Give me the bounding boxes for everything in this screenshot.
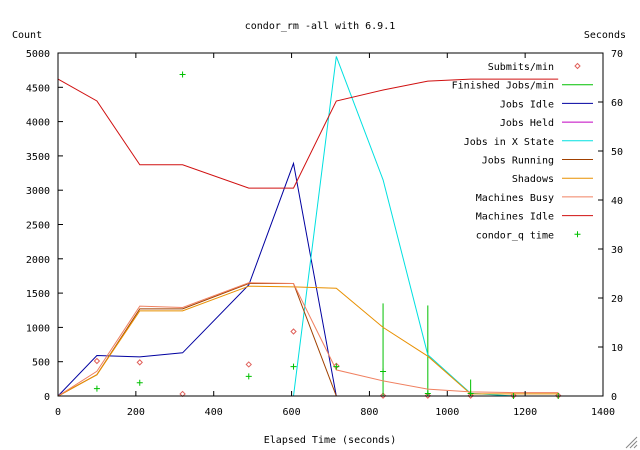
y-right-tick-label: 40 [611, 196, 623, 207]
legend-label: Jobs Held [500, 118, 554, 129]
legend-label: Jobs Running [482, 156, 554, 167]
legend-label: Jobs Idle [500, 99, 554, 110]
series-jobs-running [57, 283, 559, 397]
legend: Submits/min Finished Jobs/min Jobs Idle Job… [452, 62, 593, 241]
data-point-diamond [245, 361, 252, 368]
data-point-plus [245, 373, 252, 380]
x-tick-label: 400 [205, 407, 223, 418]
chart-title: condor_rm -all with 6.9.1 [245, 21, 396, 32]
legend-label: Shadows [512, 174, 554, 185]
series-line [57, 282, 559, 397]
series-machines-idle [57, 78, 559, 189]
data-point-plus [93, 385, 100, 392]
legend-label: Submits/min [488, 62, 554, 73]
y-left-tick-label: 2000 [26, 255, 50, 266]
data-point-plus [333, 363, 340, 370]
legend-label: condor_q time [476, 230, 554, 241]
legend-label: Jobs in X State [464, 137, 554, 148]
x-tick-label: 0 [55, 407, 61, 418]
legend-label: Machines Busy [476, 193, 554, 204]
y-axis-left-label: Count [12, 30, 42, 41]
data-point-plus [136, 379, 143, 386]
data-point-diamond [424, 392, 432, 399]
series-line [57, 285, 559, 397]
legend-label: Machines Idle [476, 212, 554, 223]
data-point-diamond [467, 392, 474, 399]
y-right-tick-label: 20 [611, 294, 623, 305]
x-tick-label: 1200 [513, 407, 537, 418]
data-point-plus [574, 231, 581, 238]
series-line [57, 78, 559, 189]
y-right-tick-label: 10 [611, 343, 623, 354]
y-right-tick-label: 60 [611, 98, 623, 109]
series-line [58, 56, 559, 397]
data-point-plus [290, 363, 297, 370]
y-right-tick-label: 30 [611, 245, 623, 256]
y-left-tick-label: 1500 [26, 289, 50, 300]
y-left-tick-label: 4000 [26, 118, 50, 129]
series-group [57, 56, 562, 399]
axes-group: 0 200 400 600 800 1000 1200 1400050010001500200… [26, 49, 623, 418]
y-left-tick-label: 4500 [26, 83, 50, 94]
y-left-tick-label: 2500 [26, 221, 50, 232]
data-point-diamond [574, 62, 581, 70]
resize-grip[interactable] [625, 436, 638, 449]
y-left-tick-label: 0 [44, 392, 50, 403]
series-jobs-in-x-state [58, 56, 559, 397]
y-axis-right-label: Seconds [584, 30, 626, 41]
x-tick-label: 1000 [435, 407, 459, 418]
x-tick-label: 1400 [591, 407, 615, 418]
y-left-tick-label: 3000 [26, 186, 50, 197]
x-axis-label: Elapsed Time (seconds) [264, 435, 396, 446]
series-machines-busy [57, 282, 559, 397]
data-point-diamond [93, 357, 101, 365]
y-left-tick-label: 500 [32, 358, 50, 369]
x-tick-label: 200 [127, 407, 145, 418]
y-left-tick-label: 3500 [26, 152, 50, 163]
series-line [57, 283, 559, 397]
series-submits-min [93, 328, 562, 399]
y-right-tick-label: 50 [611, 147, 623, 158]
x-tick-label: 800 [360, 407, 378, 418]
data-point-diamond [290, 328, 297, 335]
y-left-tick-label: 5000 [26, 49, 50, 60]
data-point-plus [179, 71, 186, 78]
data-point-plus [380, 368, 387, 375]
y-right-tick-label: 70 [611, 49, 623, 60]
x-tick-label: 600 [283, 407, 301, 418]
legend-label: Finished Jobs/min [452, 81, 554, 92]
series-shadows [57, 285, 559, 397]
data-point-diamond [379, 392, 387, 399]
y-left-tick-label: 1000 [26, 323, 50, 334]
y-right-tick-label: 0 [611, 392, 617, 403]
data-point-diamond [136, 359, 143, 366]
